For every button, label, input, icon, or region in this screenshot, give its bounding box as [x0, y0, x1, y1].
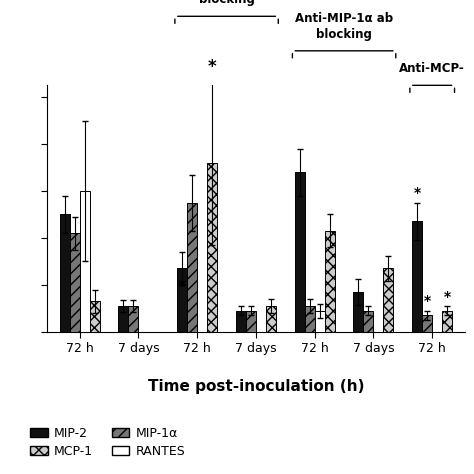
Bar — [90, 301, 100, 332]
Text: *: * — [177, 278, 186, 296]
Bar — [60, 214, 70, 332]
Bar — [246, 310, 256, 332]
Text: *: * — [424, 294, 431, 308]
Text: Anti-MCP-: Anti-MCP- — [399, 63, 465, 75]
Bar — [207, 163, 217, 332]
Legend: MIP-2, MCP-1, MIP-1α, RANTES: MIP-2, MCP-1, MIP-1α, RANTES — [25, 422, 191, 463]
Bar — [305, 306, 315, 332]
Bar — [383, 268, 393, 332]
Bar — [422, 315, 432, 332]
Bar — [177, 268, 187, 332]
Bar — [295, 172, 305, 332]
Bar — [315, 310, 325, 332]
Text: *: * — [444, 290, 451, 304]
Bar — [80, 191, 90, 332]
Bar — [70, 233, 80, 332]
Bar — [325, 231, 335, 332]
Bar — [412, 221, 422, 332]
Bar — [236, 310, 246, 332]
Text: Anti-MIP-1α ab
blocking: Anti-MIP-1α ab blocking — [295, 12, 393, 41]
Text: *: * — [208, 58, 217, 76]
Text: Anti-MIP-2 ab
blocking: Anti-MIP-2 ab blocking — [182, 0, 272, 7]
Bar — [442, 310, 452, 332]
Text: Time post-inoculation (h): Time post-inoculation (h) — [148, 379, 364, 394]
Bar — [364, 310, 374, 332]
Bar — [128, 306, 138, 332]
Bar — [187, 203, 197, 332]
Bar — [354, 292, 364, 332]
Text: *: * — [414, 186, 421, 201]
Bar — [118, 306, 128, 332]
Bar — [266, 306, 276, 332]
